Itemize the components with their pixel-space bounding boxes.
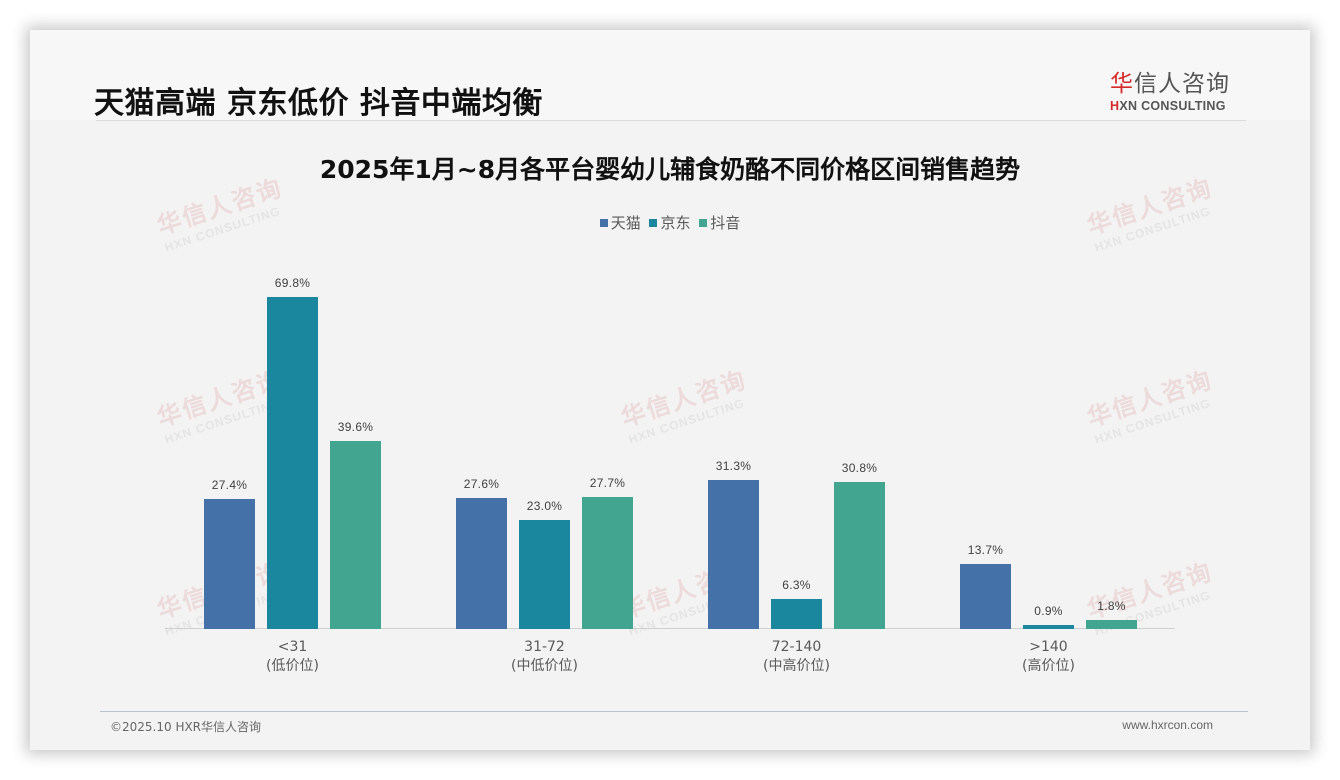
price-range: 72-140 (771, 639, 822, 655)
bar[interactable] (330, 440, 381, 629)
footer-copyright: ©2025.10 HXR华信人咨询 (110, 720, 262, 734)
header-divider (96, 120, 1246, 121)
plot-area: 27.4% 69.8% 39.6% 27.6% 23.0% 27.7% 31.3% 6.3% 3… (165, 260, 1175, 629)
footer-website[interactable]: www.hxrcon.com (1122, 718, 1213, 732)
legend-item-tmall[interactable]: 天猫 (599, 212, 641, 233)
footer-divider (100, 711, 1248, 712)
data-label: 27.7% (589, 476, 626, 491)
legend-item-jd[interactable]: 京东 (649, 212, 691, 233)
data-label: 1.8% (1097, 599, 1126, 614)
page-title: 天猫高端 京东低价 抖音中端均衡 (94, 86, 543, 121)
legend-item-douyin[interactable]: 抖音 (699, 212, 740, 233)
data-label: 39.6% (337, 419, 374, 434)
legend-swatch-icon (599, 218, 608, 227)
bar[interactable] (708, 480, 759, 629)
slide: 天猫高端 京东低价 抖音中端均衡 华信人咨询 HXN CONSULTING 华信… (30, 30, 1310, 750)
data-label: 6.3% (782, 578, 811, 593)
logo-english: HXN CONSULTING (1110, 99, 1226, 113)
data-label: 0.9% (1034, 603, 1063, 618)
price-range: 31-72 (524, 639, 565, 655)
bar[interactable] (519, 519, 570, 629)
bar[interactable] (204, 498, 255, 629)
price-tier: (中低价位) (511, 658, 578, 674)
header-band (30, 30, 1310, 120)
bar[interactable] (1023, 624, 1074, 629)
brand-logo: 华信人咨询 HXN CONSULTING (1110, 64, 1250, 113)
price-range: <31 (277, 639, 308, 655)
data-label: 69.8% (274, 275, 311, 290)
price-tier: (低价位) (266, 658, 319, 674)
chart-title: 2025年1月~8月各平台婴幼儿辅食奶酪不同价格区间销售趋势 (319, 155, 1021, 184)
bar[interactable] (771, 599, 822, 629)
x-axis-label: <31 (低价位) (213, 638, 373, 676)
legend-swatch-icon (649, 218, 658, 227)
legend-swatch-icon (699, 218, 708, 227)
x-axis-label: 72-140 (中高价位) (717, 638, 877, 676)
bar[interactable] (582, 497, 633, 629)
data-label: 27.4% (211, 477, 248, 492)
bar[interactable] (267, 296, 318, 629)
bar[interactable] (960, 563, 1011, 629)
logo-chinese: 华信人咨询 (1110, 71, 1230, 97)
price-range: >140 (1029, 639, 1068, 655)
bar[interactable] (1086, 620, 1137, 629)
data-label: 30.8% (841, 461, 878, 476)
bar[interactable] (834, 482, 885, 629)
bar[interactable] (456, 497, 507, 629)
data-label: 23.0% (526, 498, 563, 513)
price-tier: (中高价位) (763, 658, 830, 674)
x-axis-label: >140 (高价位) (969, 638, 1129, 676)
x-axis-label: 31-72 (中低价位) (465, 638, 625, 676)
data-label: 27.6% (463, 476, 500, 491)
x-axis-line (165, 628, 1175, 629)
data-label: 31.3% (715, 459, 752, 474)
price-tier: (高价位) (1022, 658, 1075, 674)
chart-legend: 天猫 京东 抖音 (30, 212, 1310, 233)
data-label: 13.7% (967, 542, 1004, 557)
